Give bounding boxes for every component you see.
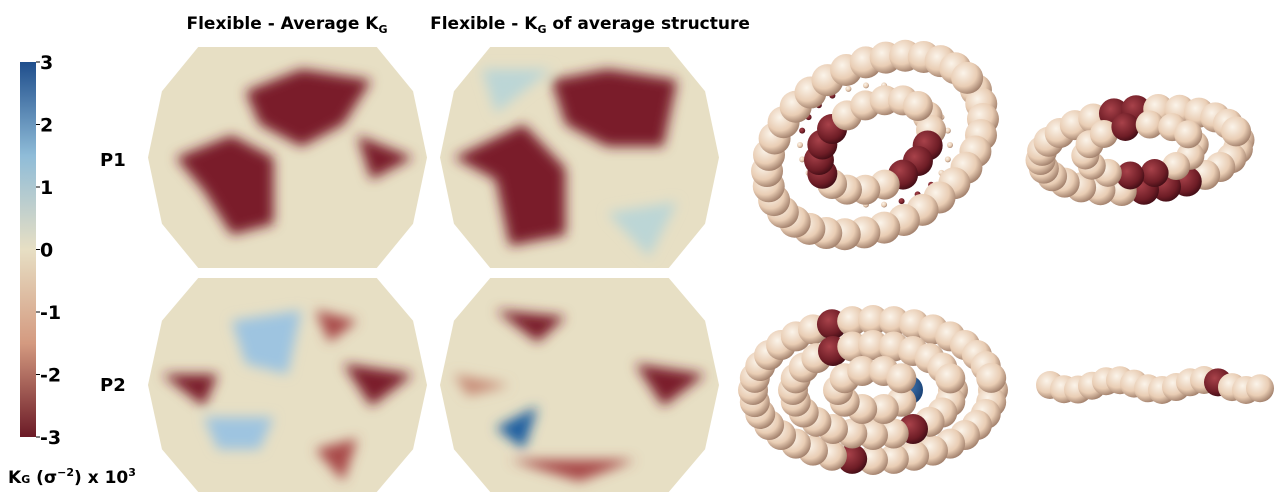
- sphere: [797, 142, 803, 148]
- sphere: [1174, 120, 1202, 148]
- sphere: [947, 142, 953, 148]
- sphere: [863, 82, 869, 88]
- column-title: Flexible - Average KG: [186, 14, 387, 36]
- colorbar-tick-label: -2: [40, 365, 61, 387]
- sphere: [845, 86, 851, 92]
- colorbar-tick-label: -1: [40, 302, 61, 324]
- colorbar-tick-label: 3: [40, 52, 53, 74]
- sphere: [951, 62, 983, 94]
- molecules: [738, 40, 1274, 475]
- sphere: [935, 363, 965, 393]
- colorbar-label: KG (σ−2) x 103: [8, 466, 136, 488]
- colorbar-tick-label: 1: [40, 177, 53, 199]
- colorbar: [20, 62, 36, 437]
- sphere: [903, 91, 933, 121]
- column-title: Flexible - KG of average structure: [430, 14, 750, 36]
- colorbar-tick-label: 2: [40, 115, 53, 137]
- sphere: [976, 363, 1006, 393]
- sphere: [945, 156, 951, 162]
- colorbar-ticks: 3 2 1 0 -1 -2 -3: [36, 52, 61, 449]
- sphere: [1141, 159, 1169, 187]
- sphere: [881, 202, 887, 208]
- figure: Flexible - Average KG Flexible - KG of a…: [0, 0, 1279, 492]
- colorbar-tick-label: -3: [40, 427, 61, 449]
- sphere: [886, 363, 916, 393]
- colorbar-tick-label: 0: [40, 240, 53, 262]
- heatmaps: [148, 47, 719, 492]
- sphere: [1111, 113, 1139, 141]
- sphere: [1246, 374, 1274, 402]
- sphere: [1221, 116, 1251, 146]
- row-label: P1: [100, 150, 126, 171]
- row-label: P2: [100, 375, 126, 396]
- sphere: [899, 198, 905, 204]
- sphere: [799, 128, 805, 134]
